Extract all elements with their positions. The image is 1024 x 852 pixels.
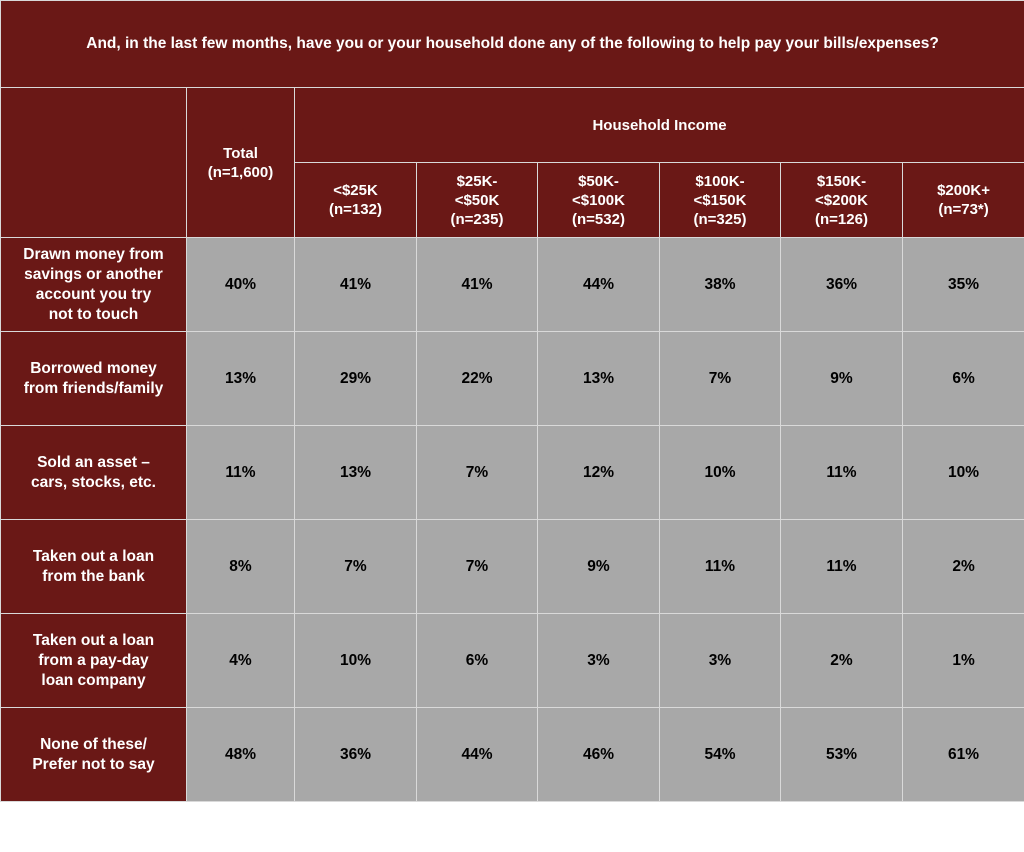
income-header-1: $25K- <$50K (n=235) [416, 162, 538, 238]
income-header-n: (n=235) [450, 210, 504, 228]
total-value-cell: 8% [186, 519, 295, 614]
income-value-cell: 36% [294, 707, 417, 802]
table-row: Taken out a loan from a pay-day loan com… [0, 613, 1024, 708]
row-label-text: Drawn money from savings or another acco… [23, 245, 164, 323]
table-row: Taken out a loan from the bank 8% 7% 7% 9% 11… [0, 519, 1024, 614]
income-header-n: (n=132) [329, 201, 382, 218]
income-header-row: <$25K (n=132) $25K- <$50K (n=235) $50K- <$10… [1, 162, 1024, 238]
income-value-cell: 61% [901, 707, 1024, 802]
income-header-n: (n=126) [815, 210, 868, 228]
household-income-header: Household Income [293, 87, 1024, 163]
income-header-label: $100K- <$150K [693, 172, 747, 209]
income-value-cell: 44% [416, 707, 538, 802]
row-label: Taken out a loan from a pay-day loan com… [0, 613, 187, 708]
table-row: Borrowed money from friends/family 13% 29%… [0, 331, 1024, 426]
total-header-n: (n=1,600) [207, 163, 274, 181]
income-value-cell: 1% [901, 613, 1024, 708]
row-label: None of these/ Prefer not to say [0, 707, 187, 802]
income-value-cell: 9% [780, 331, 903, 426]
income-value-cell: 54% [659, 707, 781, 802]
income-header-label: <$25K [333, 182, 378, 199]
total-header-label: Total [223, 144, 258, 162]
total-value-cell: 13% [186, 331, 295, 426]
income-header-label: $50K- <$100K [572, 172, 625, 209]
income-value-cell: 7% [416, 519, 538, 614]
table-row: None of these/ Prefer not to say 48% 36% 44… [0, 707, 1024, 802]
total-header: Total (n=1,600) [186, 87, 295, 238]
row-label-text: Taken out a loan from the bank [32, 547, 155, 585]
total-value-cell: 48% [186, 707, 295, 802]
total-value-cell: 11% [186, 425, 295, 520]
income-header-2: $50K- <$100K (n=532) [537, 162, 660, 238]
survey-table: And, in the last few months, have you or… [0, 0, 1024, 802]
income-value-cell: 11% [780, 519, 903, 614]
income-value-cell: 46% [537, 707, 660, 802]
total-value-cell: 4% [186, 613, 295, 708]
income-value-cell: 13% [537, 331, 660, 426]
table-title: And, in the last few months, have you or… [0, 0, 1024, 88]
row-label: Sold an asset – cars, stocks, etc. [0, 425, 187, 520]
row-label: Borrowed money from friends/family [0, 331, 187, 426]
income-header-label: $150K- <$200K [815, 172, 868, 209]
income-header-n: (n=325) [693, 210, 747, 228]
income-value-cell: 29% [294, 331, 417, 426]
income-value-cell: 7% [416, 425, 538, 520]
income-value-cell: 35% [901, 237, 1024, 332]
income-header-5: $200K+ (n=73*) [901, 162, 1024, 238]
data-rows: Drawn money from savings or another acco… [0, 237, 1024, 802]
row-label-text: Taken out a loan from a pay-day loan com… [32, 631, 155, 689]
income-value-cell: 41% [416, 237, 538, 332]
income-header-0: <$25K (n=132) [294, 162, 417, 238]
row-label: Taken out a loan from the bank [0, 519, 187, 614]
income-value-cell: 10% [901, 425, 1024, 520]
income-value-cell: 53% [780, 707, 903, 802]
income-value-cell: 13% [294, 425, 417, 520]
income-value-cell: 11% [659, 519, 781, 614]
income-value-cell: 10% [659, 425, 781, 520]
income-value-cell: 22% [416, 331, 538, 426]
income-header-n: (n=73*) [938, 201, 989, 218]
income-value-cell: 38% [659, 237, 781, 332]
income-value-cell: 7% [659, 331, 781, 426]
income-value-cell: 9% [537, 519, 660, 614]
income-header-n: (n=532) [572, 210, 625, 228]
income-header-4: $150K- <$200K (n=126) [780, 162, 903, 238]
income-value-cell: 6% [416, 613, 538, 708]
income-header-label: $200K+ [937, 182, 991, 199]
income-value-cell: 10% [294, 613, 417, 708]
income-value-cell: 44% [537, 237, 660, 332]
total-value-cell: 40% [186, 237, 295, 332]
income-value-cell: 12% [537, 425, 660, 520]
income-header-label: $25K- <$50K [454, 172, 500, 209]
income-header-3: $100K- <$150K (n=325) [659, 162, 781, 238]
income-value-cell: 3% [537, 613, 660, 708]
income-value-cell: 11% [780, 425, 903, 520]
row-label-text: Borrowed money from friends/family [23, 359, 164, 397]
row-label: Drawn money from savings or another acco… [0, 237, 187, 332]
income-value-cell: 2% [780, 613, 903, 708]
income-value-cell: 2% [901, 519, 1024, 614]
table-row: Drawn money from savings or another acco… [0, 237, 1024, 332]
income-value-cell: 7% [294, 519, 417, 614]
income-value-cell: 3% [659, 613, 781, 708]
income-value-cell: 6% [901, 331, 1024, 426]
income-value-cell: 36% [780, 237, 903, 332]
table-row: Sold an asset – cars, stocks, etc. 11% 13%… [0, 425, 1024, 520]
income-value-cell: 41% [294, 237, 417, 332]
row-label-text: Sold an asset – cars, stocks, etc. [31, 453, 156, 491]
corner-cell [0, 87, 187, 238]
row-label-text: None of these/ Prefer not to say [32, 735, 155, 773]
